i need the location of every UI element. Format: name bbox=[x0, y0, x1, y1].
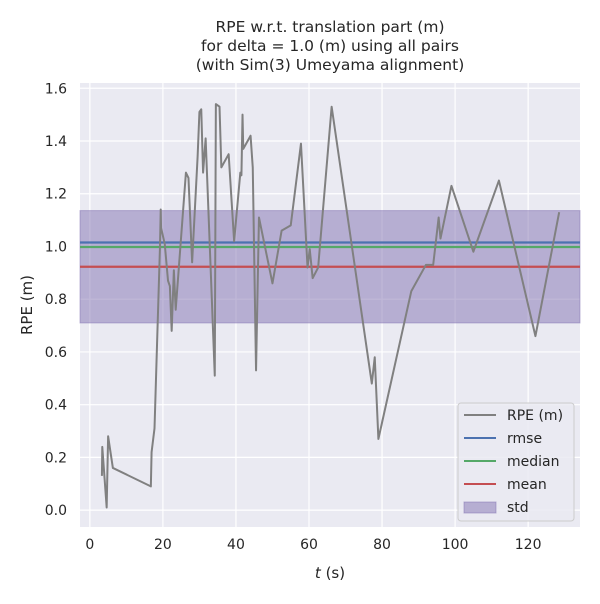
y-axis-label: RPE (m) bbox=[18, 275, 36, 335]
x-tick-label: 80 bbox=[373, 537, 391, 553]
x-tick-label: 0 bbox=[85, 537, 94, 553]
rpe-series-line bbox=[100, 103, 561, 509]
legend-box bbox=[457, 402, 575, 522]
y-tick-label: 1.0 bbox=[45, 239, 67, 255]
legend-label: mean bbox=[507, 477, 547, 493]
x-tick-label: 40 bbox=[227, 537, 245, 553]
legend-label: RPE (m) bbox=[507, 408, 563, 424]
x-axis-label: t (s) bbox=[315, 564, 345, 582]
x-tick-label: 20 bbox=[154, 537, 172, 553]
x-tick-label: 100 bbox=[442, 537, 469, 553]
y-tick-label: 0.6 bbox=[45, 345, 67, 361]
legend-label: rmse bbox=[507, 431, 542, 447]
legend-label: std bbox=[507, 500, 529, 516]
y-tick-label: 0.8 bbox=[45, 292, 67, 308]
y-tick-label: 1.6 bbox=[45, 81, 67, 97]
y-tick-label: 0.0 bbox=[45, 503, 67, 519]
y-tick-label: 0.2 bbox=[45, 450, 67, 466]
legend-label: median bbox=[507, 454, 559, 470]
chart-title-line: for delta = 1.0 (m) using all pairs bbox=[201, 37, 459, 55]
chart-title-line: (with Sim(3) Umeyama alignment) bbox=[196, 56, 465, 74]
x-tick-label: 120 bbox=[515, 537, 542, 553]
y-tick-label: 1.4 bbox=[45, 134, 67, 150]
x-tick-label: 60 bbox=[300, 537, 318, 553]
chart-title-line: RPE w.r.t. translation part (m) bbox=[215, 18, 444, 36]
legend-swatch-std bbox=[463, 501, 497, 514]
y-tick-label: 0.4 bbox=[45, 398, 67, 414]
y-tick-label: 1.2 bbox=[45, 187, 67, 203]
